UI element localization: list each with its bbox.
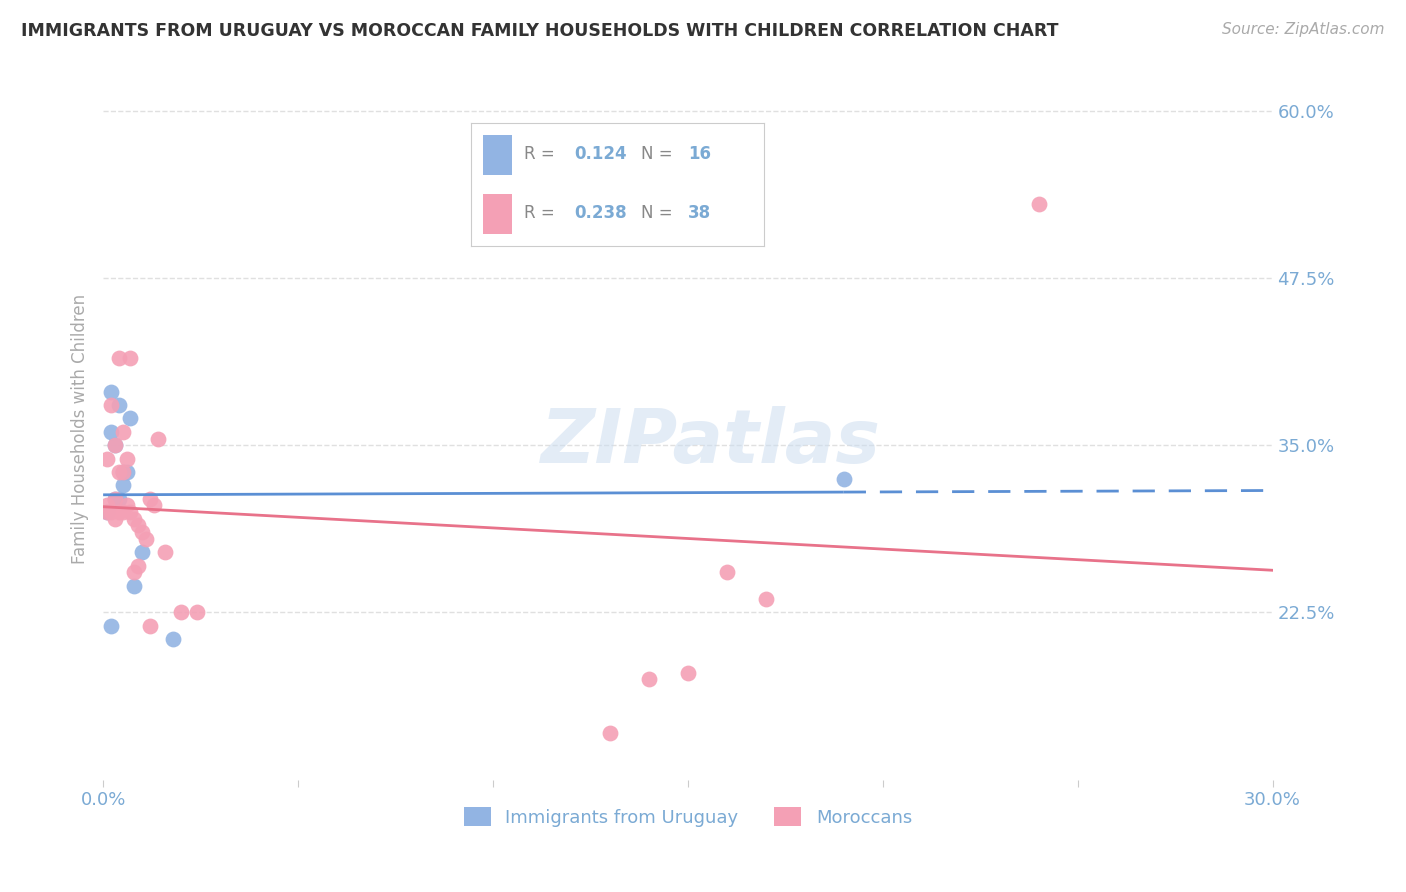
Point	[155, 545, 177, 559]
Point	[100, 384, 122, 399]
Point	[115, 499, 138, 513]
Y-axis label: Family Households with Children: Family Households with Children	[72, 293, 89, 564]
Point	[104, 491, 127, 506]
Point	[1028, 197, 1050, 211]
Point	[111, 465, 134, 479]
Point	[107, 491, 129, 506]
Point	[135, 532, 157, 546]
Point	[104, 438, 127, 452]
Point	[107, 465, 129, 479]
Point	[100, 398, 122, 412]
Point	[124, 566, 146, 580]
Point	[111, 465, 134, 479]
Point	[107, 351, 129, 366]
Point	[755, 592, 778, 607]
Point	[124, 579, 146, 593]
Point	[637, 673, 659, 687]
Point	[146, 432, 169, 446]
Point	[100, 619, 122, 633]
Point	[120, 505, 142, 519]
Point	[124, 512, 146, 526]
Text: Source: ZipAtlas.com: Source: ZipAtlas.com	[1222, 22, 1385, 37]
Legend: Immigrants from Uruguay, Moroccans: Immigrants from Uruguay, Moroccans	[457, 800, 920, 834]
Point	[139, 619, 162, 633]
Point	[832, 472, 855, 486]
Point	[676, 665, 699, 680]
Text: ZIPatlas: ZIPatlas	[541, 406, 882, 479]
Point	[107, 505, 129, 519]
Point	[120, 351, 142, 366]
Point	[104, 438, 127, 452]
Point	[120, 411, 142, 425]
Point	[127, 558, 149, 573]
Point	[186, 606, 208, 620]
Point	[131, 525, 153, 540]
Point	[107, 398, 129, 412]
Point	[111, 425, 134, 439]
Point	[162, 632, 184, 647]
Point	[96, 451, 118, 466]
Point	[104, 491, 127, 506]
Point	[96, 505, 118, 519]
Point	[96, 499, 118, 513]
Point	[96, 505, 118, 519]
Point	[111, 478, 134, 492]
Point	[716, 566, 738, 580]
Point	[115, 465, 138, 479]
Text: IMMIGRANTS FROM URUGUAY VS MOROCCAN FAMILY HOUSEHOLDS WITH CHILDREN CORRELATION : IMMIGRANTS FROM URUGUAY VS MOROCCAN FAMI…	[21, 22, 1059, 40]
Point	[170, 606, 193, 620]
Point	[127, 518, 149, 533]
Point	[131, 545, 153, 559]
Point	[100, 505, 122, 519]
Point	[111, 505, 134, 519]
Point	[142, 499, 165, 513]
Point	[104, 512, 127, 526]
Point	[115, 451, 138, 466]
Point	[599, 726, 621, 740]
Point	[100, 425, 122, 439]
Point	[139, 491, 162, 506]
